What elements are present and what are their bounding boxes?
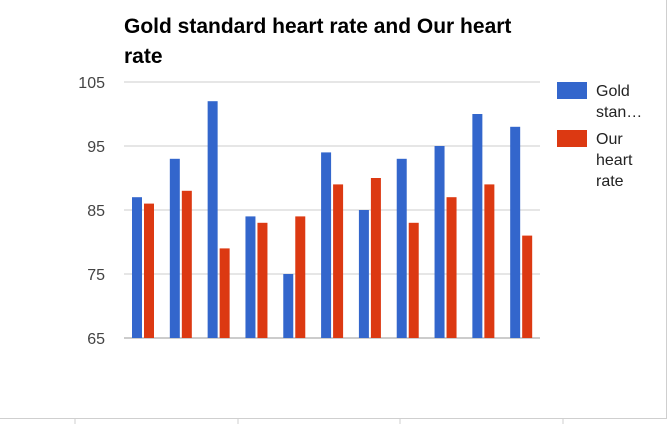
bar-our-heart-rate-7 bbox=[370, 178, 381, 338]
bar-our-heart-rate-6 bbox=[333, 184, 344, 338]
bar-gold-standard-7 bbox=[358, 210, 369, 338]
bar-our-heart-rate-9 bbox=[446, 197, 457, 338]
bar-our-heart-rate-11 bbox=[522, 235, 533, 338]
bar-gold-standard-9 bbox=[434, 146, 445, 338]
y-tick-label-65: 65 bbox=[87, 331, 105, 348]
y-tick-label-105: 105 bbox=[78, 75, 105, 92]
y-tick-label-85: 85 bbox=[87, 203, 105, 220]
bar-our-heart-rate-4 bbox=[257, 222, 268, 338]
bar-gold-standard-1 bbox=[132, 197, 142, 338]
bar-our-heart-rate-8 bbox=[408, 222, 419, 338]
legend-swatch-our-heart-rate bbox=[557, 130, 587, 147]
bar-our-heart-rate-10 bbox=[484, 184, 495, 338]
bar-gold-standard-2 bbox=[169, 158, 180, 338]
bar-gold-standard-5 bbox=[283, 274, 294, 338]
bar-gold-standard-11 bbox=[510, 126, 521, 338]
y-tick-label-95: 95 bbox=[87, 139, 105, 156]
legend-label-our-heart-rate-line-1: Our bbox=[596, 131, 623, 148]
chart-title: Gold standard heart rate and Our heart r… bbox=[124, 15, 512, 68]
legend-label-our-heart-rate-line-3: rate bbox=[596, 173, 624, 190]
legend-label-gold-standard-line-1: Gold bbox=[596, 83, 630, 100]
bar-gold-standard-8 bbox=[396, 158, 407, 338]
bar-our-heart-rate-3 bbox=[219, 248, 230, 338]
legend-label-gold-standard-line-2: stan… bbox=[596, 104, 642, 121]
bar-gold-standard-4 bbox=[245, 216, 256, 338]
bar-gold-standard-10 bbox=[472, 114, 483, 338]
bar-our-heart-rate-2 bbox=[181, 190, 192, 338]
y-tick-label-75: 75 bbox=[87, 267, 105, 284]
legend-swatch-gold-standard bbox=[557, 82, 587, 99]
bar-our-heart-rate-1 bbox=[144, 203, 154, 338]
bar-gold-standard-6 bbox=[321, 152, 332, 338]
bar-our-heart-rate-5 bbox=[295, 216, 306, 338]
bar-gold-standard-3 bbox=[207, 101, 218, 338]
legend-label-our-heart-rate-line-2: heart bbox=[596, 152, 633, 169]
